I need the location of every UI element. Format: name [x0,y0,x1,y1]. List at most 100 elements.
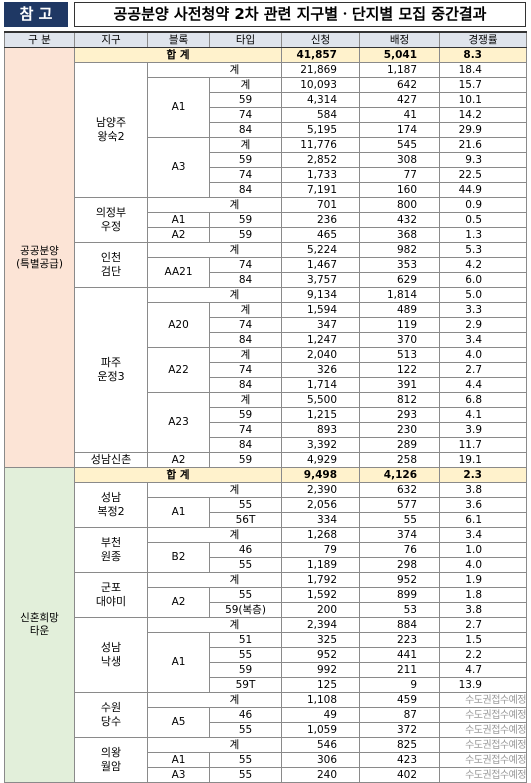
competition-ratio: 3.8 [439,602,527,618]
unit-type: 계 [209,392,282,408]
block-name: A1 [147,632,210,693]
competition-ratio: 6.1 [439,512,527,528]
block-name: A3 [147,767,210,783]
table-body: 공공분양 (특별공급) 합 계 41,857 5,041 8.3 남양주 왕숙2 계 21,869… [4,47,527,783]
district-name-line: 의왕 [100,746,122,759]
competition-ratio: 5.3 [439,242,527,258]
assign-count: 298 [359,557,440,573]
unit-type: 55 [209,767,282,783]
assign-count: 211 [359,662,440,678]
table-row: 군포 대야미 계 1,792 952 1.9 [5,572,527,618]
apply-count: 2,040 [281,347,360,363]
competition-ratio: 수도권접수예정 [439,707,527,723]
badge: 참 고 [4,2,68,27]
unit-type: 84 [209,122,282,138]
district-name: 부천 원종 [74,527,148,573]
table-row: 파주 운정3 계 9,134 1,814 5.0 [5,287,527,453]
table-row: A3 계 11,776 545 21.6 [5,137,527,198]
apply-count: 465 [281,227,360,243]
district-name: 의왕 월암 [74,737,148,783]
unit-type: 74 [209,107,282,123]
header-row: 구 분 지구 블록 타입 신청 배정 경쟁률 [4,31,527,48]
competition-ratio: 0.9 [439,197,527,213]
district-name: 성남 낙생 [74,617,148,693]
district-name-line: 파주 [100,356,122,369]
apply-count: 893 [281,422,360,438]
assign-count: 812 [359,392,440,408]
competition-ratio: 2.2 [439,647,527,663]
table-row: 인천 검단 계 5,224 982 5.3 [5,242,527,288]
assign-count: 41 [359,107,440,123]
total-label: 합 계 [74,47,282,63]
assign-count: 642 [359,77,440,93]
block-name: A2 [147,452,210,468]
unit-type: 계 [209,347,282,363]
apply-count: 992 [281,662,360,678]
block-name: A22 [147,347,210,393]
subtotal-label: 계 [147,62,282,78]
apply-count: 41,857 [281,47,360,63]
apply-count: 125 [281,677,360,693]
apply-count: 79 [281,542,360,558]
unit-type: 55 [209,647,282,663]
result-table: 구 분 지구 블록 타입 신청 배정 경쟁률 공공분양 (특별공급) 합 계 41,857 5,04… [4,31,527,783]
competition-ratio: 4.0 [439,347,527,363]
table-row: 의왕 월암 계 546 825 수도권접수예정 [5,737,527,783]
assign-count: 1,187 [359,62,440,78]
district-name-line: 낙생 [100,655,122,668]
table-row: 74 584 41 14.2 [5,107,527,123]
competition-ratio: 10.1 [439,92,527,108]
competition-ratio: 14.2 [439,107,527,123]
apply-count: 546 [281,737,360,753]
competition-ratio: 2.9 [439,317,527,333]
apply-count: 11,776 [281,137,360,153]
apply-count: 306 [281,752,360,768]
competition-ratio: 수도권접수예정 [439,737,527,753]
apply-count: 1,247 [281,332,360,348]
subtotal-label: 계 [147,242,282,258]
table-row: 74 893 230 3.9 [5,422,527,438]
unit-type: 계 [209,302,282,318]
competition-ratio: 19.1 [439,452,527,468]
competition-ratio: 2.3 [439,467,527,483]
apply-count: 584 [281,107,360,123]
assign-count: 368 [359,227,440,243]
unit-type: 59 [209,227,282,243]
unit-type: 51 [209,632,282,648]
district-name-line: 왕숙2 [97,130,125,143]
table-row: 신혼희망 타운 합 계 9,498 4,126 2.3 [4,467,527,783]
assign-count: 174 [359,122,440,138]
unit-type: 56T [209,512,282,528]
assign-count: 899 [359,587,440,603]
assign-count: 800 [359,197,440,213]
competition-ratio: 4.7 [439,662,527,678]
unit-type: 74 [209,422,282,438]
apply-count: 4,314 [281,92,360,108]
subtotal-label: 계 [147,197,282,213]
district-name-line: 인천 [100,251,122,264]
apply-count: 952 [281,647,360,663]
competition-ratio: 4.1 [439,407,527,423]
competition-ratio: 5.0 [439,287,527,303]
subtotal-label: 계 [147,737,282,753]
competition-ratio: 4.0 [439,557,527,573]
assign-count: 370 [359,332,440,348]
block-name: B2 [147,542,210,573]
assign-count: 632 [359,482,440,498]
assign-count: 427 [359,92,440,108]
section-name: 신혼희망 타운 [4,467,75,783]
title: 공공분양 사전청약 2차 관련 지구별ㆍ단지별 모집 중간결과 [74,2,526,27]
unit-type: 59 [209,212,282,228]
assign-count: 982 [359,242,440,258]
competition-ratio: 44.9 [439,182,527,198]
table-row: A22 계 2,040 513 4.0 [5,347,527,393]
apply-count: 2,394 [281,617,360,633]
assign-count: 160 [359,182,440,198]
table-row: B2 46 79 76 1.0 [5,542,527,573]
competition-ratio: 1.3 [439,227,527,243]
block-name: A1 [147,752,210,768]
district-name-line: 복정2 [97,505,125,518]
competition-ratio: 수도권접수예정 [439,722,527,738]
assign-count: 119 [359,317,440,333]
competition-ratio: 3.3 [439,302,527,318]
